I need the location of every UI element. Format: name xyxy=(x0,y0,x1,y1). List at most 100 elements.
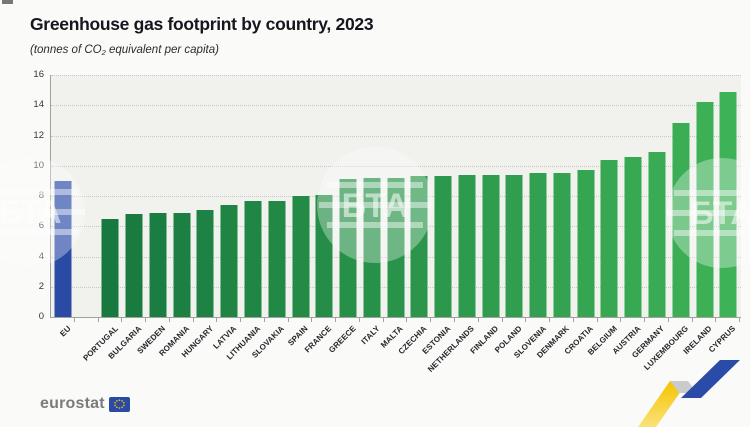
x-axis-tick xyxy=(501,318,503,322)
bar-slovenia xyxy=(529,173,547,317)
column-ireland: IRELAND xyxy=(682,75,717,356)
column-estonia: ESTONIA xyxy=(421,75,456,356)
eurostat-logo-text: eurostat xyxy=(40,395,105,412)
x-axis-tick xyxy=(335,318,337,322)
gridline-12 xyxy=(51,135,741,137)
x-axis-tick xyxy=(715,318,717,322)
x-axis-tick xyxy=(667,318,669,322)
x-axis-tick xyxy=(121,318,123,322)
y-axis-labels: 16 14 12 10 8 6 4 2 0 xyxy=(0,69,44,322)
column-netherlands: NETHERLANDS xyxy=(426,75,479,374)
gridline-16 xyxy=(51,75,741,76)
column-romania: ROMANIA xyxy=(157,75,194,358)
bar-france xyxy=(315,194,333,317)
column-italy: ITALY xyxy=(359,75,384,346)
x-axis-tick xyxy=(168,318,170,322)
x-axis-tick xyxy=(572,318,574,322)
bar-italy xyxy=(363,177,381,317)
x-axis-tick xyxy=(525,318,527,322)
subtitle-prefix: (tonnes of CO xyxy=(30,44,102,56)
bar-romania xyxy=(173,212,191,317)
column-luxembourg: LUXEMBOURG xyxy=(642,75,693,372)
x-axis-tick xyxy=(382,318,384,322)
bar-denmark xyxy=(553,173,571,317)
column-malta: MALTA xyxy=(379,75,408,350)
x-label-eu: EU xyxy=(57,324,73,339)
bar-hungary xyxy=(196,209,214,317)
column-sweden: SWEDEN xyxy=(136,75,170,356)
x-axis-tick xyxy=(691,318,693,322)
column-belgium: BELGIUM xyxy=(586,75,622,357)
subtitle-suffix: equivalent per capita) xyxy=(105,44,219,56)
y-tick-label-0: 0 xyxy=(38,311,44,322)
bar-ireland xyxy=(696,102,714,317)
bar-netherlands xyxy=(458,174,476,317)
bar-eu xyxy=(54,180,72,317)
x-axis-tick xyxy=(430,318,432,322)
y-tick-label-4: 4 xyxy=(38,250,44,262)
bar-greece xyxy=(339,179,357,317)
column-germany: GERMANY xyxy=(631,75,669,360)
bar-finland xyxy=(482,174,500,317)
x-axis-tick xyxy=(406,318,408,322)
bar-lithuania xyxy=(244,200,262,317)
column-poland: POLAND xyxy=(493,75,527,355)
column-finland: FINLAND xyxy=(468,75,503,356)
bar-spain xyxy=(292,196,310,317)
x-axis-tick xyxy=(240,318,242,322)
column-croatia: CROATIA xyxy=(563,75,598,356)
bar-cyprus xyxy=(719,91,737,317)
x-axis-tick xyxy=(477,318,479,322)
x-axis-tick xyxy=(549,318,551,322)
bar-luxembourg xyxy=(672,123,690,317)
y-tick-label-14: 14 xyxy=(33,99,44,111)
column-austria: AUSTRIA xyxy=(611,75,646,356)
column-spain: SPAIN xyxy=(286,75,313,348)
x-axis-tick xyxy=(192,318,194,322)
x-axis-tick xyxy=(644,318,646,322)
x-axis-tick xyxy=(97,318,99,322)
bar-malta xyxy=(387,177,405,317)
column-slovenia: SLOVENIA xyxy=(512,75,551,360)
x-axis-tick xyxy=(287,318,289,322)
bar-croatia xyxy=(577,170,595,317)
column-bulgaria: BULGARIA xyxy=(107,75,147,361)
y-tick-label-2: 2 xyxy=(38,280,44,292)
bta-logo xyxy=(638,360,740,427)
bta-logo-blue-band xyxy=(681,360,740,398)
bar-belgium xyxy=(600,159,618,317)
column-slovakia: SLOVAKIA xyxy=(250,75,289,360)
column-hungary: HUNGARY xyxy=(180,75,218,359)
bar-austria xyxy=(624,156,642,317)
gridline-10 xyxy=(51,165,741,167)
column-eu: EU xyxy=(51,75,75,338)
corner-smudge xyxy=(2,0,13,4)
bar-bulgaria xyxy=(125,214,143,317)
bta-logo-yellow-band xyxy=(638,381,688,427)
bar-columns: EU PORTUGAL BULGARIA SWEDEN ROMANIA HUNGARY LA… xyxy=(51,75,741,374)
column-spacer xyxy=(75,75,99,322)
bar-poland xyxy=(505,174,523,317)
x-axis-tick xyxy=(73,318,75,322)
column-cyprus: CYPRUS xyxy=(707,75,741,354)
chart-subtitle: (tonnes of CO2 equivalent per capita) xyxy=(30,44,219,57)
column-czechia: CZECHIA xyxy=(397,75,432,356)
column-latvia: LATVIA xyxy=(212,75,242,351)
x-axis-tick xyxy=(311,318,313,322)
x-axis-tick xyxy=(263,318,265,322)
bar-latvia xyxy=(220,205,238,317)
x-axis-tick xyxy=(596,318,598,322)
y-tick-label-8: 8 xyxy=(38,190,44,201)
page-title: Greenhouse gas footprint by country, 202… xyxy=(30,14,374,34)
eurostat-logo: eurostat xyxy=(40,395,130,413)
y-tick-label-10: 10 xyxy=(33,159,44,171)
column-denmark: DENMARK xyxy=(536,75,574,360)
column-lithuania: LITHUANIA xyxy=(225,75,265,361)
bar-estonia xyxy=(434,176,452,317)
x-axis-tick xyxy=(620,318,622,322)
bar-sweden xyxy=(149,212,167,317)
column-greece: GREECE xyxy=(327,75,360,355)
column-portugal: PORTUGAL xyxy=(81,75,123,363)
x-axis-tick xyxy=(145,318,147,322)
